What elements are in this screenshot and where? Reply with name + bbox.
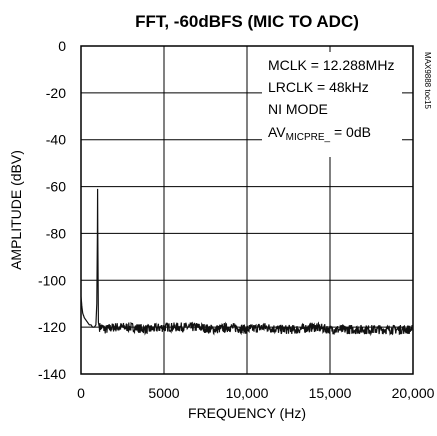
x-tick-label: 5000 [148,385,179,401]
y-tick-label: -140 [38,366,66,382]
chart-title: FFT, -60dBFS (MIC TO ADC) [135,12,359,31]
fft-trace [80,188,414,337]
figure-code: MAX9888 toc15 [423,52,432,109]
x-axis-ticks: 0 5000 10,000 15,000 20,000 [77,385,435,401]
annotation-gain-sub: MICPRE_ [286,132,331,143]
y-tick-label: -100 [38,272,66,288]
annotation-mode: NI MODE [268,101,328,117]
y-tick-label: -40 [46,132,66,148]
x-axis-label: FREQUENCY (Hz) [188,405,306,421]
y-tick-label: -20 [46,85,66,101]
y-tick-label: -120 [38,319,66,335]
annotation-gain-rest: = 0dB [330,124,371,140]
x-tick-label: 20,000 [392,385,435,401]
y-axis-label: AMPLITUDE (dBV) [8,150,24,270]
annotation-mclk: MCLK = 12.288MHz [268,57,394,73]
y-tick-label: -60 [46,179,66,195]
plot-frame [80,45,414,375]
y-tick-label: -80 [46,225,66,241]
y-axis-ticks: 0 -20 -40 -60 -80 -100 -120 -140 [38,38,66,382]
annotation-gain-main: AV [268,124,286,140]
x-tick-label: 10,000 [226,385,269,401]
annotation-box [262,52,402,157]
annotation-gain: AVMICPRE_ = 0dB [268,124,371,143]
y-tick-label: 0 [58,38,66,54]
x-tick-label: 0 [77,385,85,401]
annotation-lrclk: LRCLK = 48kHz [268,79,369,95]
x-tick-label: 15,000 [309,385,352,401]
